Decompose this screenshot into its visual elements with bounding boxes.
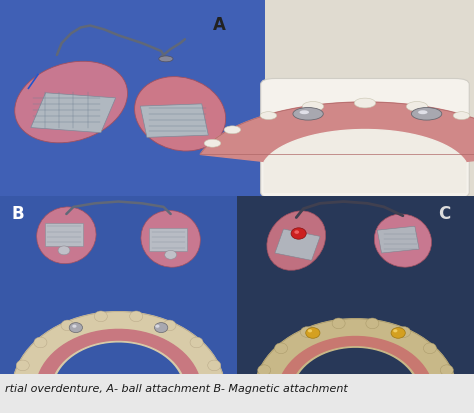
Polygon shape [200, 102, 474, 161]
Bar [149, 228, 187, 251]
Circle shape [411, 107, 442, 120]
Polygon shape [278, 337, 433, 391]
Ellipse shape [34, 337, 47, 348]
Text: A: A [213, 16, 226, 34]
Ellipse shape [163, 320, 176, 331]
Circle shape [58, 246, 70, 255]
Bar [0, 0, 265, 196]
Ellipse shape [332, 318, 345, 329]
Ellipse shape [260, 112, 277, 119]
Ellipse shape [374, 214, 431, 267]
Text: C: C [438, 205, 451, 223]
Circle shape [159, 56, 173, 62]
Ellipse shape [204, 139, 221, 147]
Ellipse shape [16, 360, 29, 371]
Text: rtial overdenture, A- ball attachment B- Magnetic attachment: rtial overdenture, A- ball attachment B-… [5, 384, 347, 394]
Bar [265, 0, 474, 196]
Ellipse shape [453, 112, 470, 119]
Ellipse shape [15, 61, 128, 143]
Ellipse shape [366, 318, 379, 329]
Ellipse shape [267, 211, 326, 270]
Circle shape [306, 328, 320, 338]
Text: B: B [12, 205, 25, 223]
Circle shape [300, 110, 309, 114]
Ellipse shape [406, 102, 428, 112]
Ellipse shape [94, 311, 107, 322]
Circle shape [308, 329, 312, 332]
Circle shape [393, 329, 397, 332]
Ellipse shape [301, 327, 313, 337]
Ellipse shape [440, 365, 453, 375]
Polygon shape [36, 330, 201, 387]
Bar [45, 223, 83, 246]
Circle shape [418, 110, 428, 114]
Polygon shape [264, 130, 466, 192]
Ellipse shape [224, 126, 241, 134]
FancyBboxPatch shape [261, 78, 469, 198]
Circle shape [72, 325, 76, 328]
Circle shape [155, 325, 159, 328]
Circle shape [294, 230, 299, 234]
Circle shape [293, 107, 323, 120]
Ellipse shape [61, 320, 74, 331]
Ellipse shape [135, 77, 226, 151]
Bar [377, 226, 419, 253]
Ellipse shape [141, 211, 201, 267]
Circle shape [165, 250, 176, 259]
Ellipse shape [36, 207, 96, 263]
Circle shape [391, 328, 405, 338]
Ellipse shape [423, 343, 437, 354]
Ellipse shape [190, 337, 203, 348]
Circle shape [291, 228, 306, 239]
Ellipse shape [258, 365, 271, 375]
Ellipse shape [130, 311, 143, 322]
Ellipse shape [398, 327, 410, 337]
Ellipse shape [355, 98, 376, 108]
Ellipse shape [274, 343, 288, 354]
Polygon shape [254, 319, 457, 391]
Bar [31, 93, 116, 133]
Circle shape [69, 323, 82, 332]
Ellipse shape [302, 102, 324, 112]
Polygon shape [12, 312, 225, 387]
Circle shape [155, 323, 168, 332]
Ellipse shape [208, 360, 221, 371]
Bar [275, 229, 320, 260]
Bar [140, 104, 209, 138]
